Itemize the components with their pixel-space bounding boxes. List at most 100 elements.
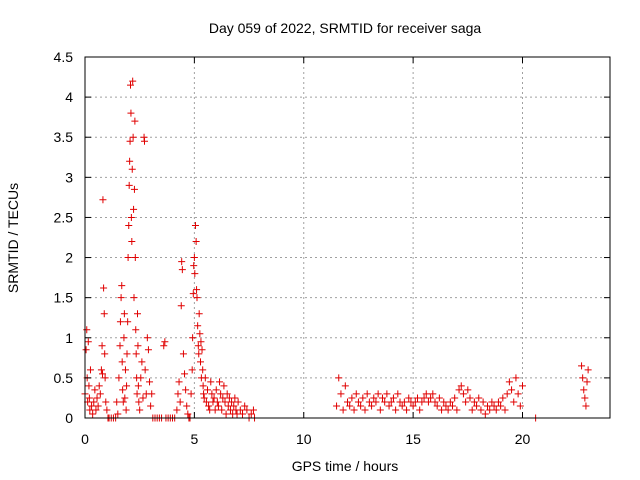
data-point [492,406,500,414]
data-point [134,382,142,390]
y-tick-label: 4.5 [54,49,74,65]
data-point [194,342,202,350]
data-point [216,378,224,386]
data-point [464,386,472,394]
data-point [97,366,105,374]
data-point [176,398,184,406]
data-point [82,346,90,354]
data-point [199,366,207,374]
data-point [505,378,513,386]
data-point [222,410,230,418]
data-point [177,302,185,310]
data-point [174,390,182,398]
data-point [189,334,197,342]
data-point [220,382,228,390]
data-point [236,406,244,414]
data-point [202,398,210,406]
data-point [99,370,106,378]
data-point [435,394,443,402]
data-point [133,390,141,398]
data-point [335,374,343,382]
data-point [100,284,108,292]
y-tick-label: 3.5 [54,129,74,145]
data-point [113,398,121,406]
data-point [200,394,208,402]
data-point [486,406,494,414]
data-point [119,386,127,394]
data-point [123,350,131,358]
data-point [122,406,130,414]
data-point [230,402,238,410]
data-point [86,366,94,374]
data-point [198,346,206,354]
grid-layer [85,57,610,418]
data-point [208,390,216,398]
data-point [118,282,126,290]
data-point [381,398,389,406]
data-point [85,394,93,402]
data-point [508,386,516,394]
data-point [333,402,341,410]
data-point [420,394,428,402]
data-point [337,390,345,398]
data-point [385,402,393,410]
data-point [580,386,588,394]
data-point [389,394,397,402]
data-point [438,406,446,414]
data-point [138,358,146,366]
data-point [497,402,505,410]
data-point [488,398,496,406]
data-points [81,77,592,422]
data-point [339,406,347,414]
data-point [116,342,124,350]
data-point [494,398,502,406]
data-point [466,394,474,402]
data-point [481,410,489,418]
data-point [205,402,213,410]
data-point [383,390,391,398]
data-point [91,386,99,394]
data-point [218,406,226,414]
data-point [468,406,476,414]
data-point [501,406,509,414]
data-point [195,310,203,318]
data-point [139,394,147,402]
data-point [578,362,586,370]
data-point [199,382,207,390]
axis-ticks: 0 5 10 15 20 0 0.5 1 1.5 2 2.5 3 3.5 4 4.5 [54,49,610,447]
data-point [204,386,211,394]
data-point [433,402,441,410]
data-point [196,330,204,338]
data-point [130,205,138,213]
data-point [490,402,498,410]
data-point [189,290,197,298]
data-point [200,390,208,398]
data-point [213,398,221,406]
data-point [126,137,134,145]
data-point [191,221,199,229]
data-point [409,402,417,410]
data-point [579,374,587,382]
data-point [392,406,400,414]
data-point [584,366,592,374]
y-tick-label: 4 [65,89,73,105]
data-point [357,402,365,410]
x-tick-label: 10 [296,431,312,447]
data-point [374,390,382,398]
data-point [193,286,201,294]
data-point [354,398,362,406]
data-point [503,390,511,398]
x-tick-label: 5 [190,431,198,447]
data-point [173,406,181,414]
data-point [132,326,140,334]
data-point [183,402,191,410]
y-tick-label: 1 [65,330,73,346]
data-point [459,390,467,398]
data-point [129,77,137,85]
data-point [365,398,373,406]
data-point [191,270,199,278]
data-point [131,117,139,125]
data-point [127,109,135,117]
data-point [102,398,110,406]
data-point [88,402,96,410]
